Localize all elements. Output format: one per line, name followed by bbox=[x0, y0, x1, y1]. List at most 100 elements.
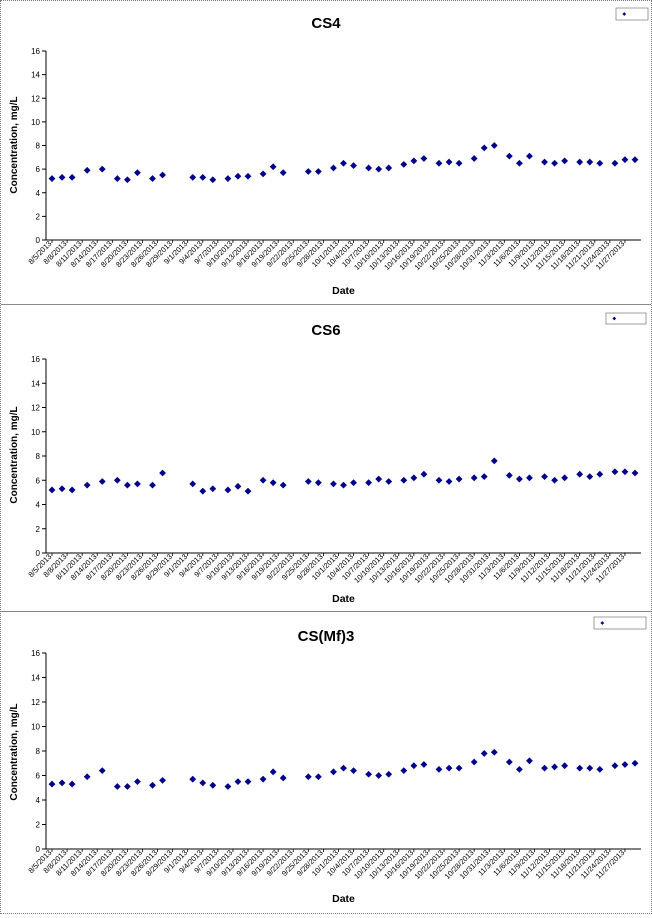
data-point bbox=[611, 468, 619, 476]
data-point bbox=[149, 175, 156, 182]
legend-box bbox=[593, 616, 647, 630]
data-point bbox=[551, 159, 558, 167]
y-axis-title: Concentration, mg/L bbox=[9, 96, 20, 193]
data-point bbox=[365, 164, 373, 172]
legend bbox=[615, 7, 649, 21]
data-point bbox=[505, 472, 513, 479]
data-point bbox=[134, 480, 141, 488]
data-point bbox=[199, 487, 207, 495]
data-point bbox=[375, 165, 383, 173]
data-point bbox=[365, 479, 373, 487]
data-point bbox=[350, 767, 357, 774]
data-point bbox=[621, 761, 629, 768]
data-point bbox=[330, 768, 337, 776]
y-tick-label: 4 bbox=[36, 189, 41, 198]
legend-marker bbox=[612, 316, 617, 321]
y-tick-label: 12 bbox=[31, 404, 40, 413]
data-point bbox=[445, 764, 453, 772]
y-tick-label: 16 bbox=[31, 649, 40, 658]
data-point bbox=[455, 159, 463, 167]
data-point bbox=[410, 157, 418, 165]
data-point bbox=[445, 158, 453, 166]
data-point bbox=[470, 758, 478, 766]
y-tick-label: 6 bbox=[36, 165, 41, 174]
data-point bbox=[505, 758, 513, 766]
data-point bbox=[435, 765, 443, 773]
data-point bbox=[541, 473, 548, 481]
data-point bbox=[234, 172, 242, 180]
data-point bbox=[234, 482, 242, 490]
data-point bbox=[621, 468, 629, 476]
data-point bbox=[68, 780, 76, 788]
chart-title: CS4 bbox=[311, 15, 341, 32]
data-point bbox=[541, 764, 548, 772]
data-point bbox=[400, 476, 408, 484]
data-point bbox=[435, 476, 443, 484]
data-point bbox=[516, 159, 523, 167]
data-point bbox=[304, 773, 312, 781]
data-point bbox=[189, 775, 197, 783]
chart-panel-cs4: CS4 0 2 4 6 8 10 12 14 16 Concentration, mg/L 8/5/2… bbox=[1, 1, 651, 305]
y-tick-label: 2 bbox=[36, 821, 41, 830]
data-point bbox=[526, 474, 533, 482]
data-point bbox=[314, 479, 322, 487]
data-point bbox=[113, 783, 121, 790]
y-tick-label: 2 bbox=[36, 212, 41, 221]
y-tick-label: 10 bbox=[31, 723, 40, 732]
y-tick-label: 0 bbox=[36, 236, 41, 245]
data-point bbox=[199, 173, 207, 181]
y-tick-label: 6 bbox=[36, 476, 41, 485]
y-axis-title: Concentration, mg/L bbox=[9, 703, 20, 800]
data-point bbox=[199, 779, 207, 787]
data-point bbox=[330, 164, 337, 172]
y-tick-label: 16 bbox=[31, 355, 40, 364]
data-point bbox=[490, 748, 498, 756]
data-point bbox=[480, 750, 488, 757]
y-tick-label: 14 bbox=[31, 71, 40, 80]
data-point bbox=[420, 470, 428, 478]
data-point bbox=[279, 169, 287, 177]
data-point bbox=[516, 765, 523, 773]
data-point bbox=[576, 470, 584, 478]
data-point bbox=[480, 473, 488, 481]
data-point bbox=[269, 163, 277, 171]
data-point bbox=[551, 763, 558, 771]
data-point bbox=[420, 155, 428, 162]
data-point bbox=[526, 152, 533, 160]
data-point bbox=[470, 155, 478, 162]
y-tick-label: 4 bbox=[36, 796, 41, 805]
data-point bbox=[375, 475, 383, 483]
data-point bbox=[420, 761, 428, 768]
data-point bbox=[314, 168, 322, 175]
data-point bbox=[340, 159, 347, 167]
data-point bbox=[561, 474, 569, 482]
data-point bbox=[113, 175, 121, 182]
data-point bbox=[98, 478, 106, 485]
data-point bbox=[134, 169, 141, 177]
data-point bbox=[279, 481, 287, 489]
data-point bbox=[516, 475, 523, 483]
data-point bbox=[209, 485, 217, 493]
chart-panel-csmf3: CS(Mf)3 0 2 4 6 8 10 12 14 16 Concentration, mg/L 8… bbox=[1, 612, 651, 913]
data-point bbox=[561, 762, 569, 770]
y-axis-title: Concentration, mg/L bbox=[9, 406, 20, 503]
chart-title: CS(Mf)3 bbox=[298, 628, 355, 645]
y-tick-label: 12 bbox=[31, 94, 40, 103]
data-point bbox=[455, 764, 463, 772]
data-point bbox=[551, 476, 558, 484]
data-point bbox=[400, 767, 408, 774]
y-tick-label: 12 bbox=[31, 698, 40, 707]
data-point bbox=[455, 475, 463, 483]
data-point bbox=[83, 773, 91, 781]
x-axis-title: Date bbox=[332, 593, 355, 605]
data-point bbox=[189, 173, 197, 181]
data-point bbox=[410, 474, 418, 482]
data-point bbox=[490, 457, 498, 465]
data-point bbox=[385, 478, 393, 485]
data-point bbox=[304, 478, 312, 485]
data-point bbox=[259, 775, 267, 783]
data-point bbox=[83, 166, 91, 174]
legend-box bbox=[615, 7, 649, 21]
